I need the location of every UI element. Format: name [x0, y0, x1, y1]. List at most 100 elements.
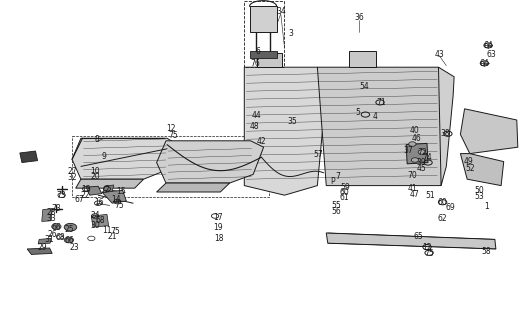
Text: 67: 67 [75, 196, 84, 204]
Text: 72: 72 [417, 148, 426, 157]
Text: 42: 42 [256, 137, 266, 146]
Text: 25: 25 [64, 225, 74, 234]
Text: 68: 68 [55, 233, 65, 242]
Text: 70: 70 [408, 172, 417, 180]
Text: 45: 45 [417, 164, 426, 173]
Text: 49: 49 [464, 157, 473, 166]
Text: 44: 44 [252, 111, 262, 120]
Text: 5: 5 [355, 108, 360, 117]
Text: 20: 20 [90, 172, 100, 181]
Polygon shape [72, 138, 177, 179]
Text: 66: 66 [52, 223, 61, 232]
Text: 52: 52 [465, 164, 474, 173]
Text: 73: 73 [57, 191, 66, 200]
Text: 28: 28 [46, 208, 56, 217]
Text: 46: 46 [412, 134, 421, 143]
Polygon shape [27, 248, 52, 254]
Text: 74: 74 [422, 153, 432, 162]
Text: 14: 14 [111, 196, 121, 204]
Polygon shape [42, 209, 52, 221]
Text: 15: 15 [116, 188, 126, 196]
Text: 55: 55 [332, 201, 341, 210]
Text: 51: 51 [426, 191, 435, 200]
Text: 13: 13 [81, 185, 91, 194]
Text: 43: 43 [435, 50, 444, 59]
Text: 3: 3 [289, 29, 294, 38]
Text: 31: 31 [45, 236, 54, 244]
Text: 62: 62 [438, 214, 447, 223]
Text: 12: 12 [167, 124, 176, 133]
Circle shape [418, 150, 425, 154]
Text: 26: 26 [48, 230, 57, 239]
Text: 4: 4 [372, 112, 377, 121]
Text: 32: 32 [67, 173, 77, 182]
Text: 65: 65 [414, 232, 423, 241]
Polygon shape [460, 109, 518, 154]
Text: 1: 1 [484, 202, 489, 211]
Text: 69: 69 [445, 203, 455, 212]
Text: 60: 60 [438, 198, 447, 207]
Polygon shape [406, 143, 428, 164]
Text: 7: 7 [336, 172, 341, 181]
Text: 54: 54 [360, 82, 369, 91]
Polygon shape [326, 233, 496, 249]
Text: 66: 66 [64, 236, 74, 245]
Text: 19: 19 [213, 223, 223, 232]
Text: 75: 75 [110, 227, 120, 236]
Text: 64: 64 [483, 41, 493, 50]
Text: 39: 39 [417, 158, 426, 167]
Text: 63: 63 [487, 50, 496, 59]
Text: 75: 75 [424, 249, 434, 258]
Text: 40: 40 [410, 126, 420, 135]
Text: 59: 59 [341, 183, 350, 192]
Text: 35: 35 [288, 117, 297, 126]
Polygon shape [20, 151, 38, 163]
Polygon shape [103, 185, 114, 193]
Polygon shape [250, 6, 277, 32]
Text: 30: 30 [90, 221, 100, 230]
Polygon shape [86, 186, 102, 195]
Text: 17: 17 [213, 213, 223, 222]
Circle shape [411, 158, 419, 162]
Polygon shape [244, 67, 326, 195]
Text: 61: 61 [340, 193, 349, 202]
Text: 56: 56 [332, 207, 341, 216]
Text: 75: 75 [114, 201, 124, 210]
Text: 8: 8 [94, 135, 99, 144]
Text: 22: 22 [80, 191, 90, 200]
Text: 53: 53 [474, 192, 484, 201]
Polygon shape [317, 67, 453, 186]
Text: 68: 68 [96, 216, 105, 225]
Text: 71: 71 [376, 98, 386, 107]
Polygon shape [102, 190, 126, 203]
Text: 27: 27 [67, 167, 77, 176]
Text: 75: 75 [169, 131, 178, 140]
Text: 60: 60 [340, 188, 349, 197]
Text: 36: 36 [354, 13, 364, 22]
Text: 18: 18 [215, 234, 224, 243]
Polygon shape [438, 67, 454, 186]
Text: 11: 11 [102, 226, 112, 235]
Text: 23: 23 [69, 243, 79, 252]
Polygon shape [250, 51, 277, 58]
Circle shape [64, 237, 74, 243]
Text: 24: 24 [90, 212, 100, 220]
Text: 76: 76 [250, 60, 259, 68]
Text: 38: 38 [440, 129, 449, 138]
Text: 33: 33 [46, 214, 56, 223]
Text: 21: 21 [108, 232, 117, 241]
Polygon shape [257, 53, 282, 67]
Text: 57: 57 [314, 150, 323, 159]
Text: 50: 50 [474, 186, 484, 195]
Text: 47: 47 [410, 190, 420, 199]
Polygon shape [76, 179, 144, 188]
Polygon shape [157, 141, 264, 183]
Circle shape [64, 223, 77, 231]
Text: 48: 48 [250, 122, 259, 131]
Text: 10: 10 [90, 167, 100, 176]
Polygon shape [460, 154, 504, 186]
Text: 34: 34 [276, 7, 286, 16]
Text: 73: 73 [52, 204, 61, 213]
Text: 6: 6 [256, 47, 261, 56]
Polygon shape [91, 214, 109, 227]
